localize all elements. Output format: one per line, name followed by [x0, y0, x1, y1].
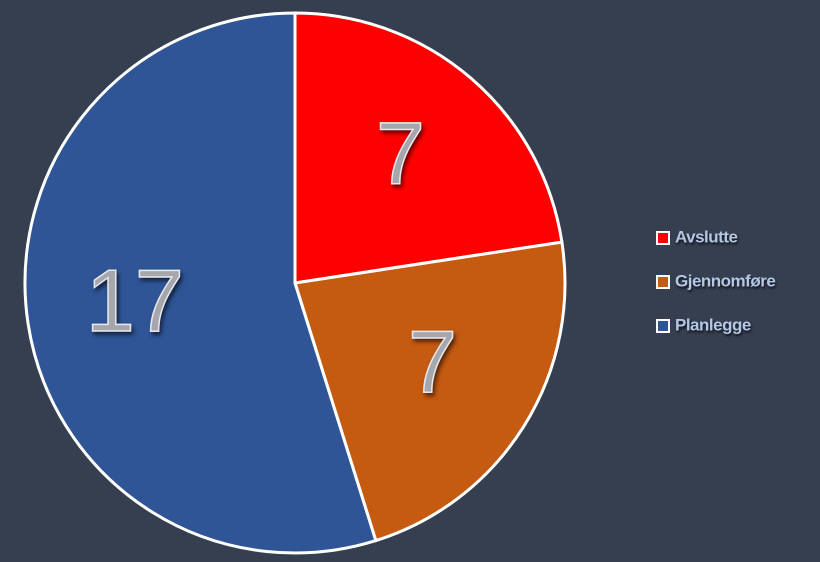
legend-label: Avslutte	[675, 227, 737, 246]
data-label: 7	[408, 312, 457, 411]
data-label: 7	[376, 103, 425, 202]
data-label: 17	[86, 251, 184, 350]
pie-slice	[293, 11, 564, 285]
legend-label: Gjennomføre	[675, 271, 775, 290]
legend-swatch	[656, 319, 670, 333]
legend-swatch	[656, 231, 670, 245]
pie-slice	[23, 11, 378, 555]
pie-slice	[293, 240, 567, 543]
legend-swatch	[656, 275, 670, 289]
legend-label: Planlegge	[675, 315, 751, 334]
